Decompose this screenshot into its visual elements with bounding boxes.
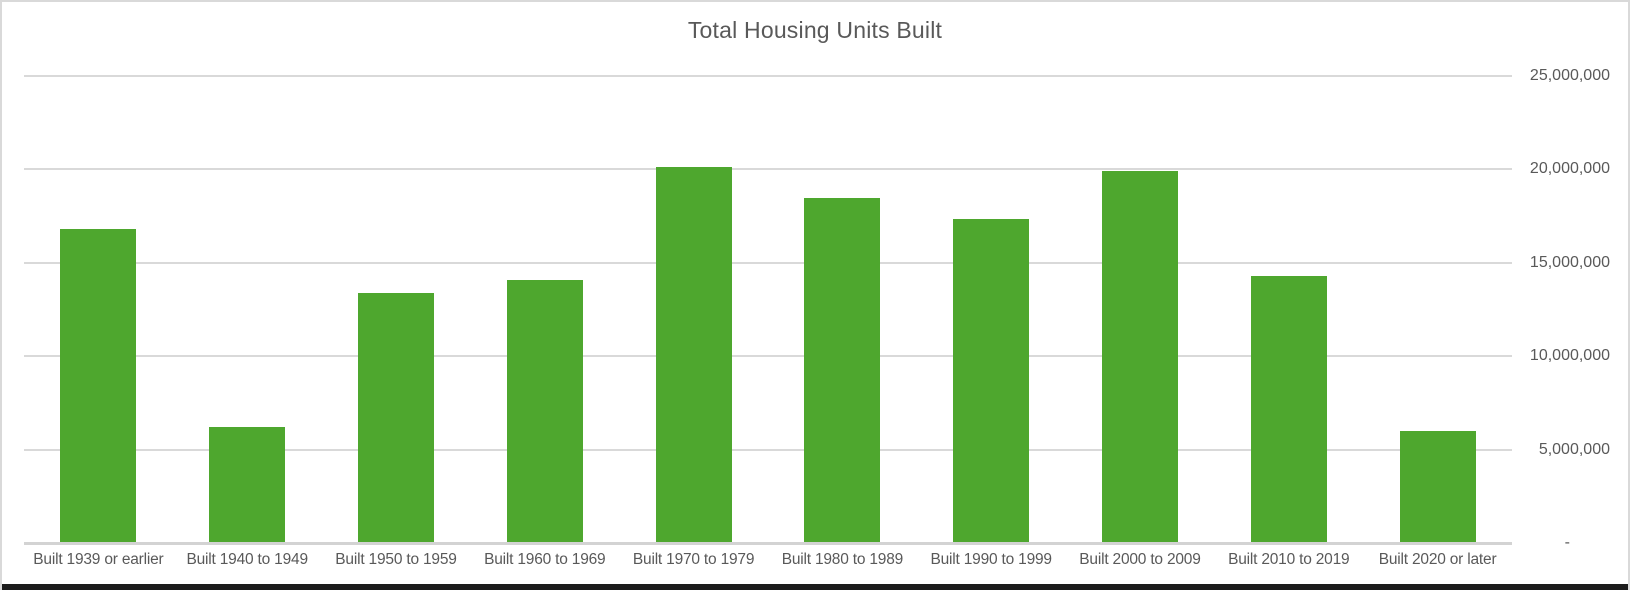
gridline	[24, 75, 1512, 77]
bar-slot	[768, 76, 917, 543]
bar-slot	[1066, 76, 1215, 543]
x-tick-label: Built 1950 to 1959	[335, 551, 457, 568]
x-tick-label: Built 2000 to 2009	[1079, 551, 1201, 568]
bar-2[interactable]	[209, 427, 286, 543]
bar-slot	[1214, 76, 1363, 543]
bar-8[interactable]	[1101, 171, 1178, 543]
y-tick-label: 20,000,000	[1529, 160, 1610, 178]
x-tick-label: Built 2010 to 2019	[1228, 551, 1350, 568]
bar-1[interactable]	[60, 229, 137, 543]
y-tick-label: 5,000,000	[1538, 440, 1610, 458]
bar-3[interactable]	[357, 292, 434, 543]
x-tick-label: Built 1990 to 1999	[930, 551, 1052, 568]
plot-area	[24, 75, 1512, 545]
x-tick-label: Built 1939 or earlier	[33, 551, 164, 568]
chart-title: Total Housing Units Built	[687, 17, 943, 43]
bar-slot	[173, 76, 322, 543]
bar-7[interactable]	[953, 218, 1030, 543]
bar-9[interactable]	[1250, 275, 1327, 543]
bar-slot	[470, 76, 619, 543]
bar-10[interactable]	[1399, 430, 1476, 543]
gridline	[24, 168, 1512, 171]
bar-slot	[322, 76, 471, 543]
y-tick-label: 15,000,000	[1529, 253, 1610, 271]
y-tick-label: -	[1564, 534, 1570, 551]
bar-slot	[24, 76, 173, 543]
bar-slot	[619, 76, 768, 543]
bar-6[interactable]	[804, 198, 881, 543]
x-axis-line	[24, 542, 1512, 545]
x-tick-label: Built 1940 to 1949	[186, 551, 309, 568]
bar-slot	[917, 76, 1066, 543]
x-tick-label: Built 2020 or later	[1378, 551, 1497, 568]
x-tick-label: Built 1960 to 1969	[484, 551, 606, 568]
window-bottom-edge	[2, 584, 1628, 590]
bar-5[interactable]	[655, 166, 732, 543]
gridline	[24, 355, 1512, 358]
x-axis-labels: Built 1939 or earlier Built 1940 to 1949 B…	[24, 551, 1512, 569]
gridline	[24, 448, 1512, 451]
x-tick-label: Built 1980 to 1989	[781, 551, 904, 568]
y-tick-label: 25,000,000	[1529, 67, 1610, 84]
y-tick-label: 10,000,000	[1529, 347, 1610, 365]
bar-slot	[1363, 76, 1512, 543]
gridline	[24, 261, 1512, 264]
bar-series	[24, 76, 1512, 543]
x-tick-label: Built 1970 to 1979	[632, 551, 755, 568]
bar-4[interactable]	[506, 279, 583, 543]
